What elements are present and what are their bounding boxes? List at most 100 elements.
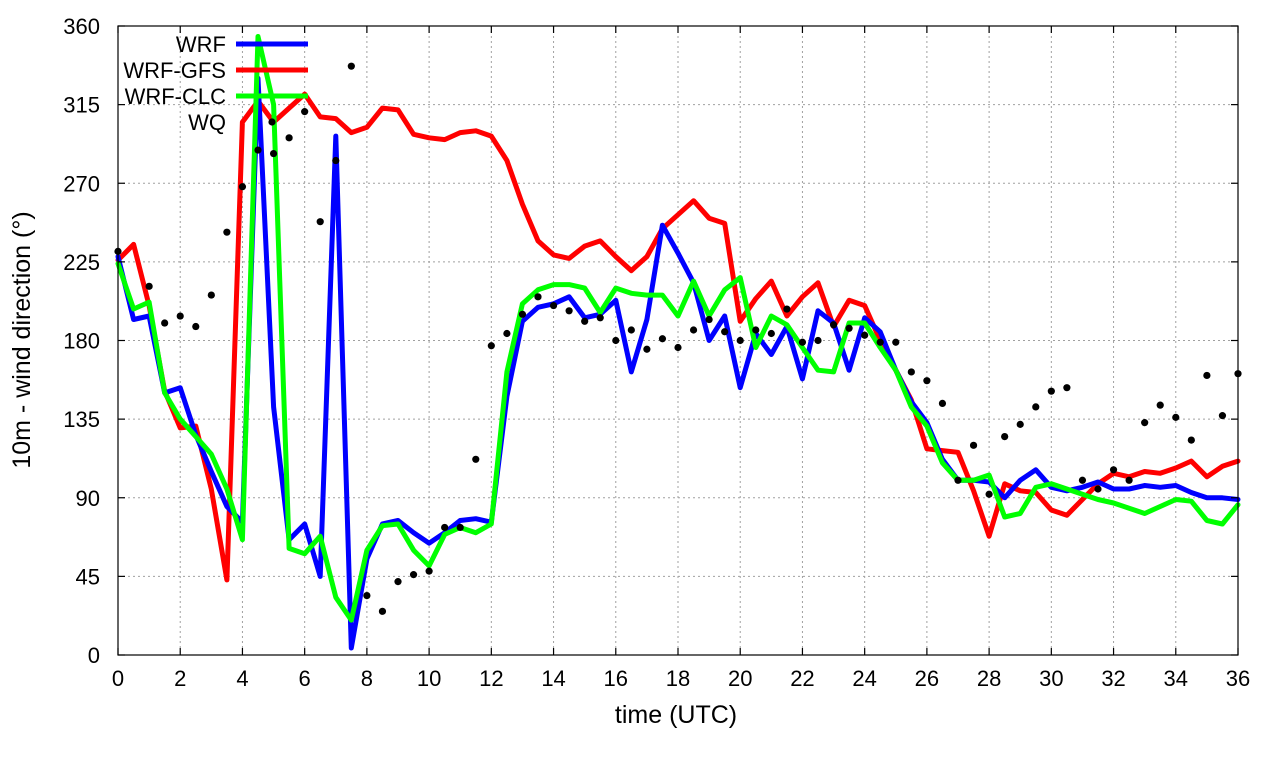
series-point-wq bbox=[503, 329, 511, 338]
series-point-wq bbox=[192, 322, 200, 331]
series-point-wq bbox=[269, 149, 278, 158]
series-point-wq bbox=[798, 338, 807, 346]
grid bbox=[117, 25, 1239, 656]
x-tick-label: 10 bbox=[417, 666, 441, 691]
x-tick-labels: 0 2 4 6 8 10 12 14 16 18 20 22 24 26 28 30 32 34 36 bbox=[112, 666, 1250, 691]
series-point-wq bbox=[612, 336, 620, 345]
series-point-wq bbox=[689, 326, 698, 334]
series-point-wq bbox=[378, 607, 387, 615]
series-point-wq bbox=[1063, 384, 1071, 392]
series-point-wq bbox=[425, 567, 433, 575]
series-point-wq bbox=[658, 335, 667, 343]
x-tick-label: 36 bbox=[1226, 666, 1250, 691]
x-tick-label: 2 bbox=[174, 666, 186, 691]
series-point-wq bbox=[969, 441, 978, 449]
x-tick-label: 22 bbox=[790, 666, 814, 691]
series-point-wq bbox=[363, 591, 371, 600]
x-tick-label: 14 bbox=[541, 666, 565, 691]
y-tick-label: 270 bbox=[63, 171, 100, 196]
series-point-wq bbox=[861, 331, 869, 339]
x-tick-label: 34 bbox=[1164, 666, 1188, 691]
series-point-wq bbox=[752, 326, 760, 334]
series-point-wq bbox=[1047, 387, 1055, 395]
series-point-wq bbox=[145, 282, 153, 290]
x-tick-label: 18 bbox=[666, 666, 690, 691]
series-point-wq bbox=[954, 476, 962, 484]
series-point-wq bbox=[938, 399, 947, 407]
x-tick-label: 6 bbox=[299, 666, 311, 691]
series-point-wq bbox=[254, 146, 262, 154]
series-line-wrf-clc bbox=[115, 34, 1241, 623]
series-point-wq bbox=[565, 307, 573, 315]
x-axis-label: time (UTC) bbox=[615, 701, 737, 729]
series-point-wq bbox=[409, 571, 418, 579]
y-tick-label: 180 bbox=[63, 329, 100, 354]
x-tick-label: 20 bbox=[728, 666, 752, 691]
series-point-wq bbox=[456, 523, 464, 532]
series-point-wq bbox=[1016, 420, 1024, 428]
series-point-wq bbox=[1218, 412, 1227, 420]
y-tick-label: 90 bbox=[76, 486, 100, 511]
series-point-wq bbox=[1125, 476, 1133, 484]
legend-label: WRF-CLC bbox=[125, 84, 227, 109]
series-point-wq bbox=[907, 368, 915, 376]
series-point-wq bbox=[845, 324, 853, 332]
y-tick-label: 315 bbox=[63, 93, 100, 118]
x-tick-label: 0 bbox=[112, 666, 124, 691]
x-tick-label: 16 bbox=[604, 666, 628, 691]
series-point-wq bbox=[238, 183, 247, 191]
y-tick-label: 45 bbox=[76, 564, 100, 589]
y-axis-label: 10m - wind direction (°) bbox=[8, 211, 36, 468]
series-point-wq bbox=[814, 336, 822, 345]
series-point-wq bbox=[736, 336, 744, 345]
series-point-wq bbox=[1032, 403, 1040, 411]
series-point-wq bbox=[316, 218, 324, 226]
y-tick-label: 0 bbox=[88, 643, 100, 668]
series-point-wq bbox=[487, 342, 495, 350]
series-point-wq bbox=[705, 315, 713, 324]
y-tick-label: 135 bbox=[63, 407, 100, 432]
series-point-wq bbox=[892, 338, 900, 346]
series-point-wq bbox=[985, 490, 993, 498]
series-point-wq bbox=[176, 312, 184, 320]
x-tick-label: 8 bbox=[361, 666, 373, 691]
x-tick-label: 24 bbox=[852, 666, 876, 691]
x-tick-label: 26 bbox=[915, 666, 939, 691]
series-point-wq bbox=[1109, 466, 1118, 474]
x-tick-label: 32 bbox=[1101, 666, 1125, 691]
series-point-wq bbox=[1094, 485, 1102, 493]
axis-ticks bbox=[117, 25, 1239, 656]
series-point-wq bbox=[767, 329, 775, 338]
series-point-wq bbox=[1001, 432, 1009, 441]
series-point-wq bbox=[347, 62, 355, 70]
x-tick-label: 12 bbox=[479, 666, 503, 691]
series-point-wq bbox=[332, 156, 340, 165]
series-point-wq bbox=[1172, 413, 1180, 421]
series-point-wq bbox=[1203, 371, 1211, 380]
series-point-wq bbox=[876, 338, 884, 346]
series-point-wq bbox=[301, 108, 309, 116]
series-point-wq bbox=[674, 343, 682, 352]
legend-label: WRF bbox=[176, 32, 226, 57]
series-point-wq bbox=[285, 134, 293, 142]
series-point-wq bbox=[596, 314, 604, 322]
y-tick-label: 225 bbox=[63, 250, 100, 275]
series-point-wq bbox=[1078, 476, 1087, 484]
series-point-wq bbox=[643, 345, 651, 353]
x-tick-label: 4 bbox=[236, 666, 248, 691]
series-point-wq bbox=[783, 305, 791, 313]
series-point-wq bbox=[923, 377, 931, 385]
legend-swatch bbox=[268, 118, 276, 126]
series-point-wq bbox=[1141, 419, 1149, 427]
series-point-wq bbox=[829, 321, 838, 329]
series-point-wq bbox=[1156, 401, 1164, 409]
series-point-wq bbox=[581, 317, 589, 325]
y-tick-label: 360 bbox=[63, 14, 100, 39]
x-tick-label: 30 bbox=[1039, 666, 1063, 691]
series-point-wq bbox=[472, 455, 480, 463]
series-point-wq bbox=[207, 291, 215, 299]
series-point-wq bbox=[441, 523, 449, 532]
series-line-wrf bbox=[115, 75, 1241, 651]
legend-label: WQ bbox=[188, 110, 226, 135]
